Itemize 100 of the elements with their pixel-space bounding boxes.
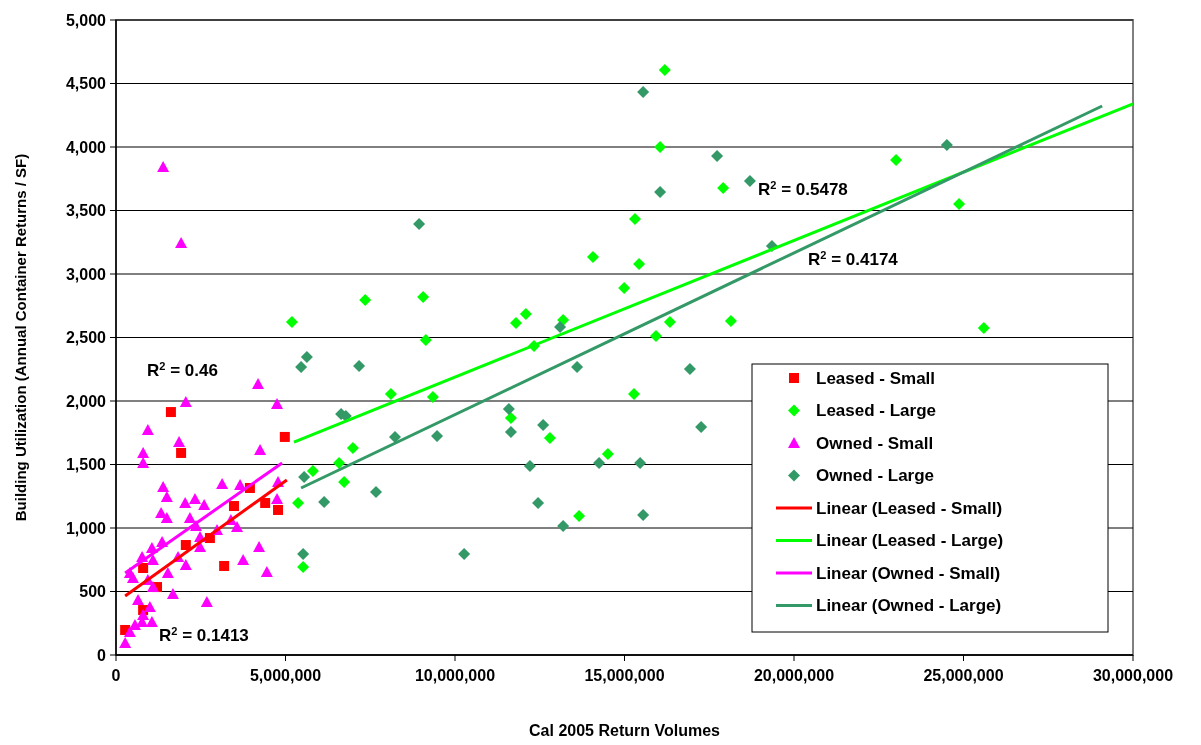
point (419, 334, 432, 347)
point (179, 558, 192, 570)
point (977, 321, 990, 334)
x-axis-title: Cal 2005 Return Volumes (529, 722, 721, 739)
x-tick-label: 30,000,000 (1092, 667, 1174, 684)
point (300, 351, 313, 364)
point (173, 436, 186, 448)
point (504, 425, 517, 438)
point (179, 496, 192, 508)
y-tick-label: 3,500 (65, 202, 107, 220)
point (237, 554, 250, 565)
point (166, 588, 179, 600)
point (417, 290, 430, 303)
point (228, 501, 239, 512)
point (138, 563, 149, 574)
point (618, 281, 631, 294)
legend-label: Linear (Leased - Small) (816, 498, 1003, 518)
point (724, 314, 737, 327)
x-tick-label: 5,000,000 (249, 667, 322, 684)
point (318, 495, 331, 508)
point (573, 510, 586, 523)
point (183, 511, 196, 523)
point (370, 486, 383, 499)
legend-label: Linear (Leased - Large) (816, 531, 1004, 551)
y-tick-label: 5,000 (65, 11, 107, 29)
point (593, 456, 606, 469)
point (519, 308, 532, 321)
y-tick-label: 4,000 (65, 138, 107, 156)
point (413, 217, 426, 230)
point (532, 496, 545, 509)
point (629, 213, 642, 226)
point (200, 596, 213, 608)
x-tick-label: 0 (111, 667, 121, 684)
legend-label: Leased - Small (816, 368, 936, 388)
legend-label: Linear (Owned - Large) (816, 596, 1002, 616)
point (179, 396, 192, 408)
point (137, 446, 150, 458)
annotation: R$^{2}$ = 0.1413 (159, 625, 249, 645)
x-tick-label: 25,000,000 (923, 667, 1004, 684)
point (119, 637, 132, 649)
point (537, 419, 550, 431)
point (353, 359, 366, 372)
point (658, 64, 671, 77)
point (384, 388, 397, 401)
y-tick-label: 2,000 (65, 392, 107, 410)
point (176, 447, 187, 458)
point (510, 317, 523, 330)
point (554, 320, 567, 333)
y-tick-label: 3,000 (65, 265, 107, 283)
y-tick-label: 0 (97, 646, 107, 664)
point (141, 423, 154, 435)
point (198, 499, 211, 511)
point (271, 493, 284, 505)
point (458, 548, 471, 561)
point (695, 421, 708, 434)
point (711, 150, 724, 163)
point (543, 431, 556, 444)
point (292, 496, 305, 509)
point (426, 391, 439, 404)
y-axis-title: Building Utilization (Annual Container Returns / SF) (12, 153, 29, 522)
annotation: R$^{2}$ = 0.5478 (758, 179, 848, 199)
point (123, 626, 136, 638)
legend-label: Owned - Large (816, 466, 935, 486)
point (502, 403, 515, 415)
x-tick-label: 15,000,000 (584, 667, 665, 684)
point (165, 407, 176, 418)
point (297, 560, 310, 573)
point (157, 160, 170, 172)
point (389, 430, 401, 443)
point (254, 444, 267, 456)
point (637, 509, 650, 522)
legend-label: Leased - Large (816, 401, 936, 421)
point (253, 541, 266, 553)
legend-label: Owned - Small (816, 433, 934, 453)
y-tick-label: 500 (79, 583, 107, 601)
point (333, 456, 346, 469)
point (132, 594, 145, 606)
point (143, 600, 156, 612)
point (634, 456, 647, 469)
point (298, 470, 311, 483)
point (627, 388, 640, 401)
point (601, 447, 614, 460)
point (252, 377, 265, 389)
y-tick-label: 1,000 (65, 519, 107, 537)
point (743, 175, 756, 188)
point (180, 540, 191, 551)
point (346, 441, 359, 454)
point (683, 363, 696, 375)
point (717, 182, 730, 195)
point (161, 566, 174, 578)
point (359, 294, 372, 307)
point (637, 86, 650, 99)
point (504, 412, 517, 425)
x-tick-label: 20,000,000 (753, 667, 835, 684)
point (586, 250, 599, 263)
point (231, 520, 244, 532)
point (273, 504, 284, 515)
point (431, 430, 444, 443)
point (338, 476, 351, 489)
point (890, 153, 903, 166)
